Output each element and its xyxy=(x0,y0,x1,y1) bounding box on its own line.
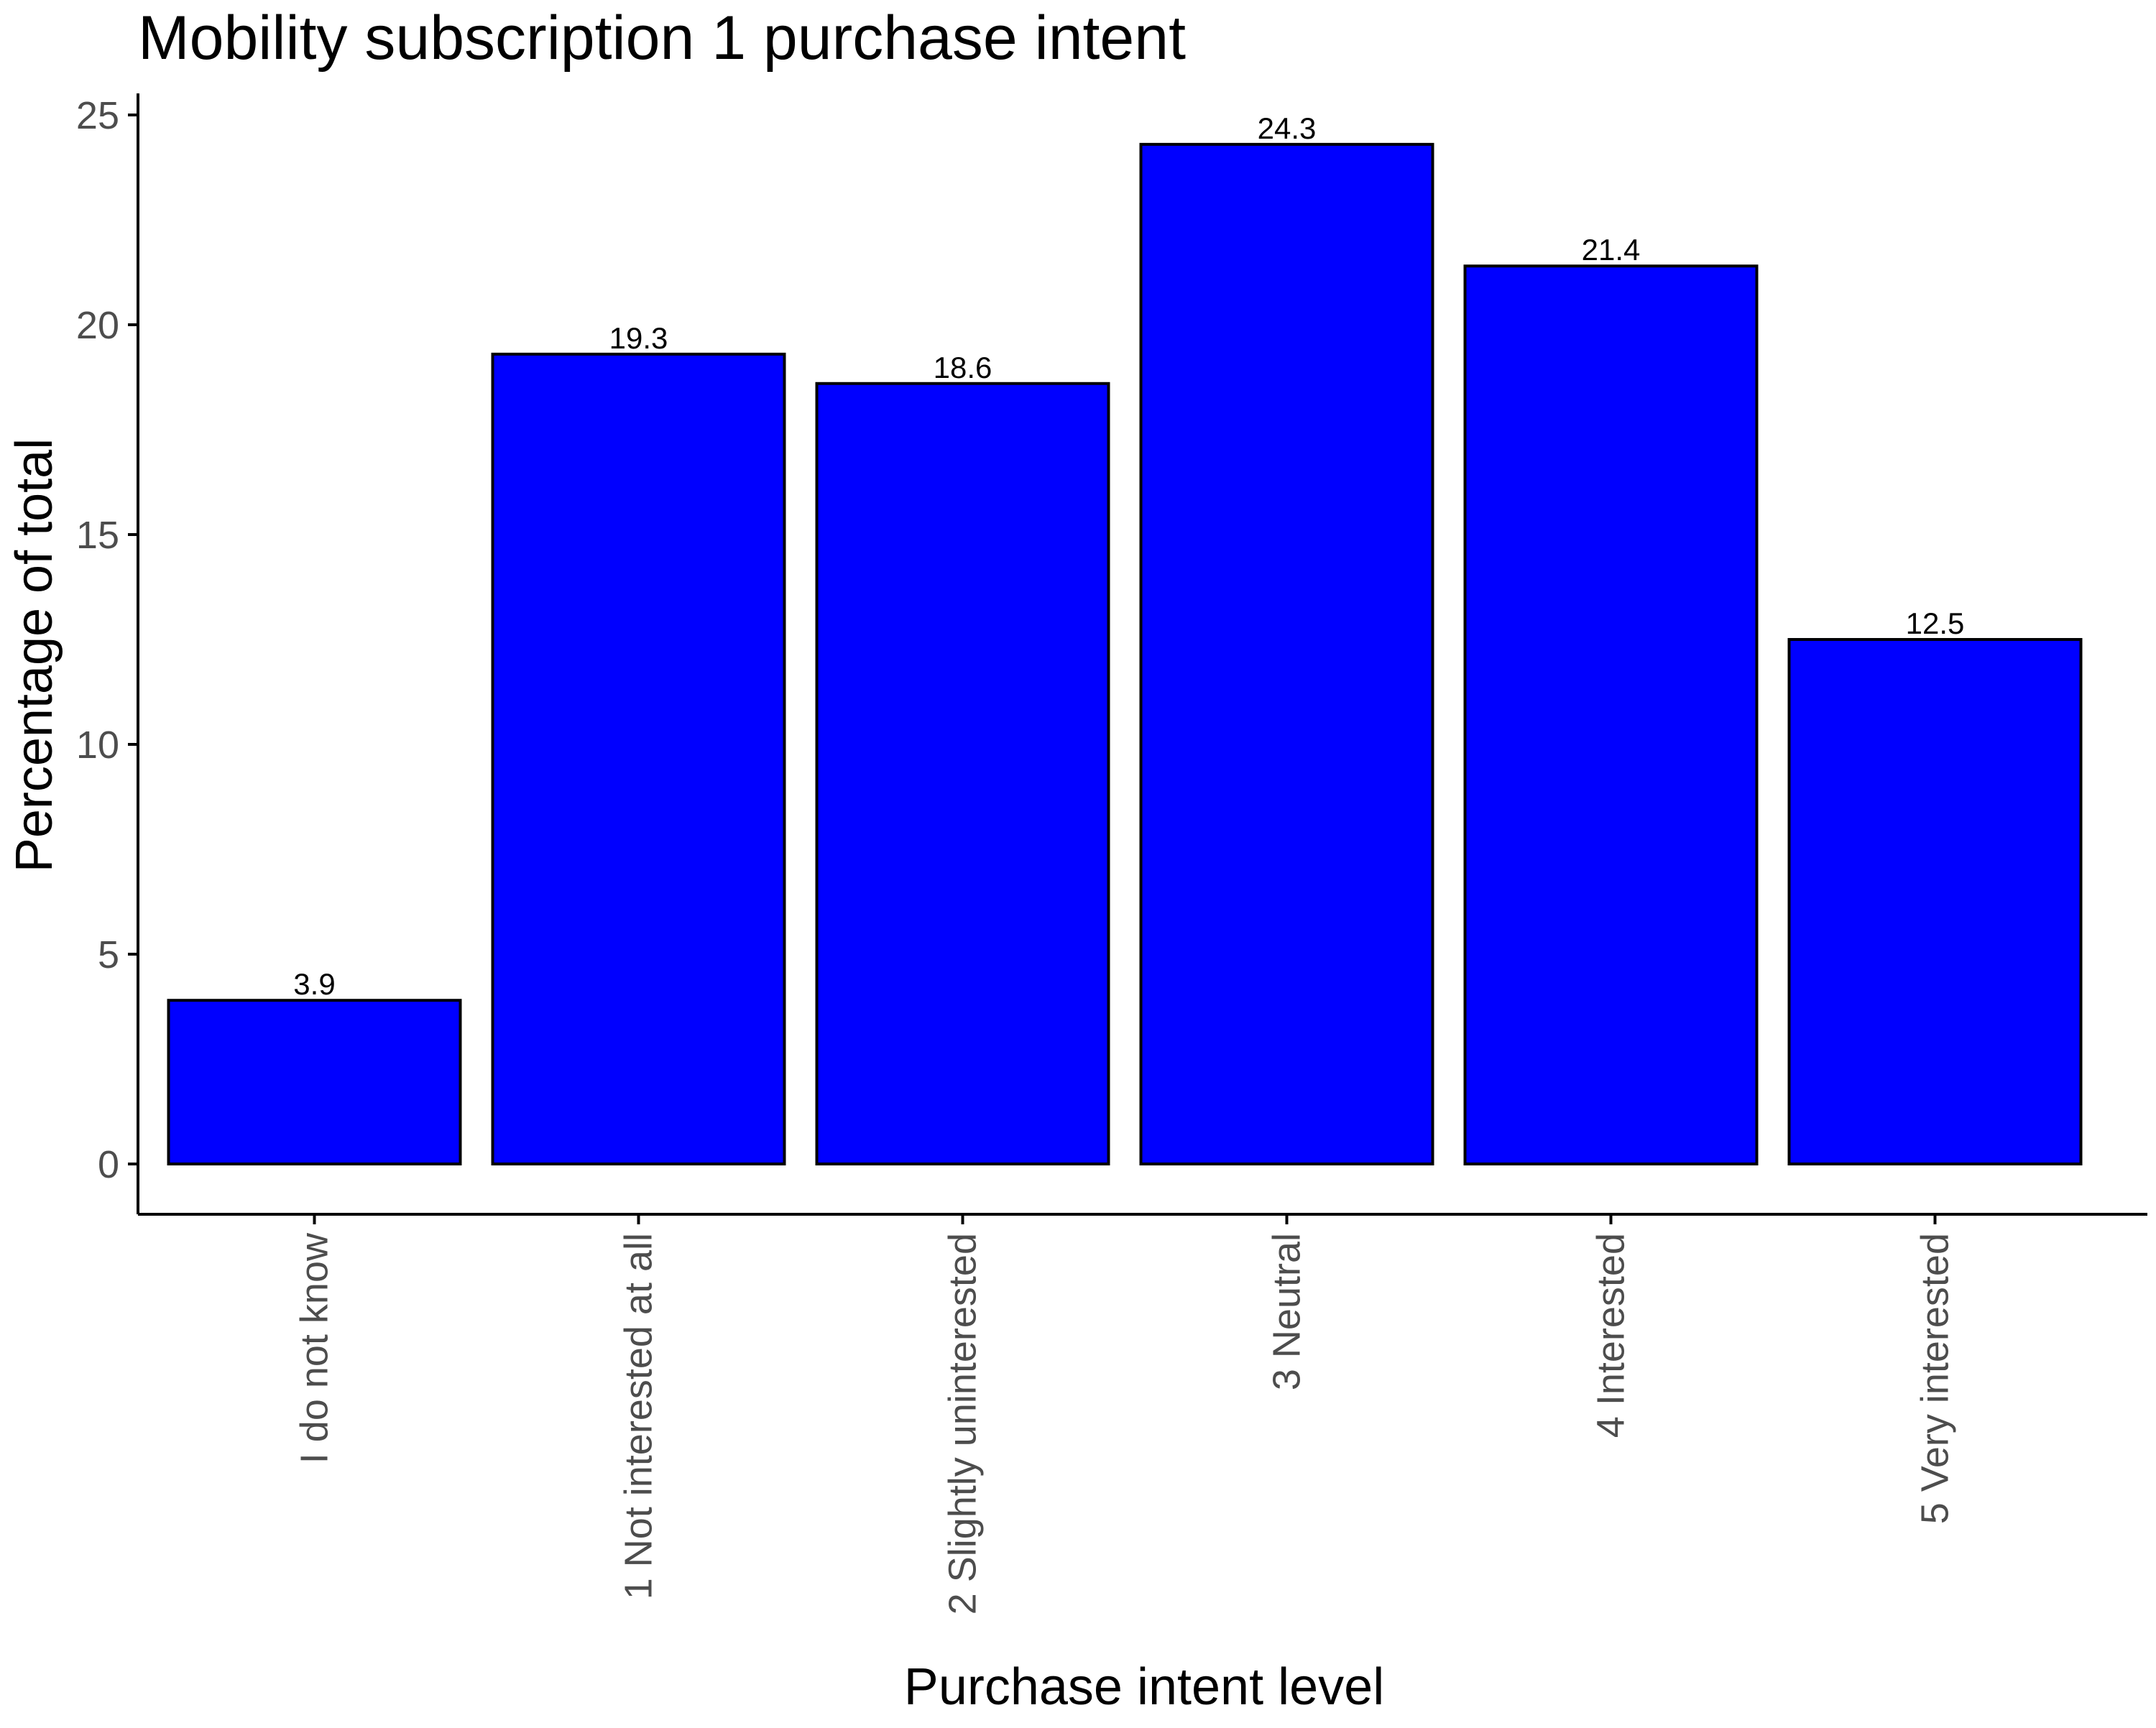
bar-value-label: 19.3 xyxy=(609,321,668,355)
bar-value-label: 21.4 xyxy=(1582,233,1641,267)
bar-value-label: 3.9 xyxy=(293,967,335,1001)
y-axis: 0 5 10 15 20 25 xyxy=(76,93,139,1214)
y-axis-title: Percentage of total xyxy=(6,438,63,872)
x-axis: I do not know 1 Not interested at all 2 Sl… xyxy=(138,1213,2147,1614)
bar-value-label: 12.5 xyxy=(1906,606,1965,640)
y-tick-label: 10 xyxy=(76,724,119,767)
chart-title: Mobility subscription 1 purchase intent xyxy=(138,4,1186,73)
bar xyxy=(1463,264,1759,1165)
bar-value-label: 18.6 xyxy=(934,351,992,384)
data-labels: 3.9 19.3 18.6 24.3 21.4 12.5 xyxy=(293,111,1964,1001)
y-tick-label: 20 xyxy=(76,304,119,347)
x-tick-label: I do not know xyxy=(293,1232,336,1464)
bar xyxy=(1139,142,1434,1165)
bar-value-label: 24.3 xyxy=(1258,111,1317,145)
x-tick-label: 5 Very interested xyxy=(1914,1233,1957,1524)
bar xyxy=(167,999,462,1165)
bar xyxy=(1787,638,2083,1165)
bar xyxy=(815,382,1110,1165)
y-tick-label: 0 xyxy=(98,1143,119,1186)
x-axis-title: Purchase intent level xyxy=(904,1658,1384,1716)
x-tick-label: 3 Neutral xyxy=(1266,1233,1309,1390)
x-tick-label: 4 Interested xyxy=(1590,1233,1633,1438)
x-tick-label: 2 Slightly uninterested xyxy=(941,1233,985,1614)
y-tick-label: 25 xyxy=(76,94,119,137)
y-tick-label: 15 xyxy=(76,514,119,557)
bar xyxy=(491,352,786,1165)
y-tick-label: 5 xyxy=(98,933,119,976)
bars xyxy=(167,142,2083,1165)
x-tick-label: 1 Not interested at all xyxy=(617,1233,660,1599)
